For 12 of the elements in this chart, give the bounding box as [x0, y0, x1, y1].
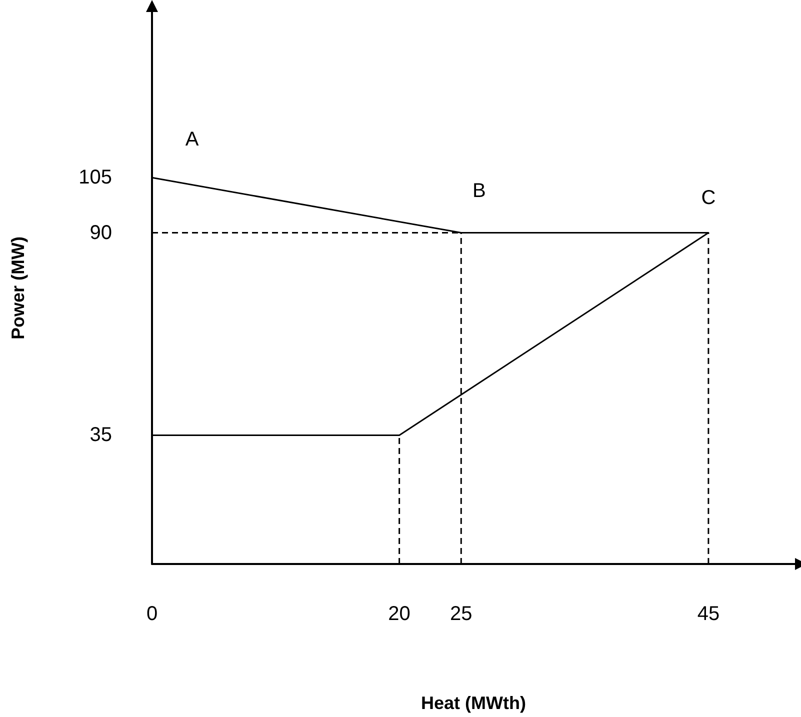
annotation: C [701, 186, 716, 209]
x-tick-label: 20 [388, 603, 410, 625]
annotation: A [185, 128, 200, 151]
y-axis-title: Power (MW) [8, 236, 28, 340]
y-tick-label: 105 [78, 166, 112, 189]
annotation: B [472, 180, 486, 202]
x-axis-title: Heat (MWth) [421, 693, 526, 713]
x-tick-label: 45 [697, 603, 720, 625]
x-tick-label: 25 [450, 603, 472, 625]
y-tick-label: 35 [90, 424, 112, 446]
y-tick-label: 90 [90, 222, 112, 244]
x-tick-label: 0 [146, 603, 158, 625]
